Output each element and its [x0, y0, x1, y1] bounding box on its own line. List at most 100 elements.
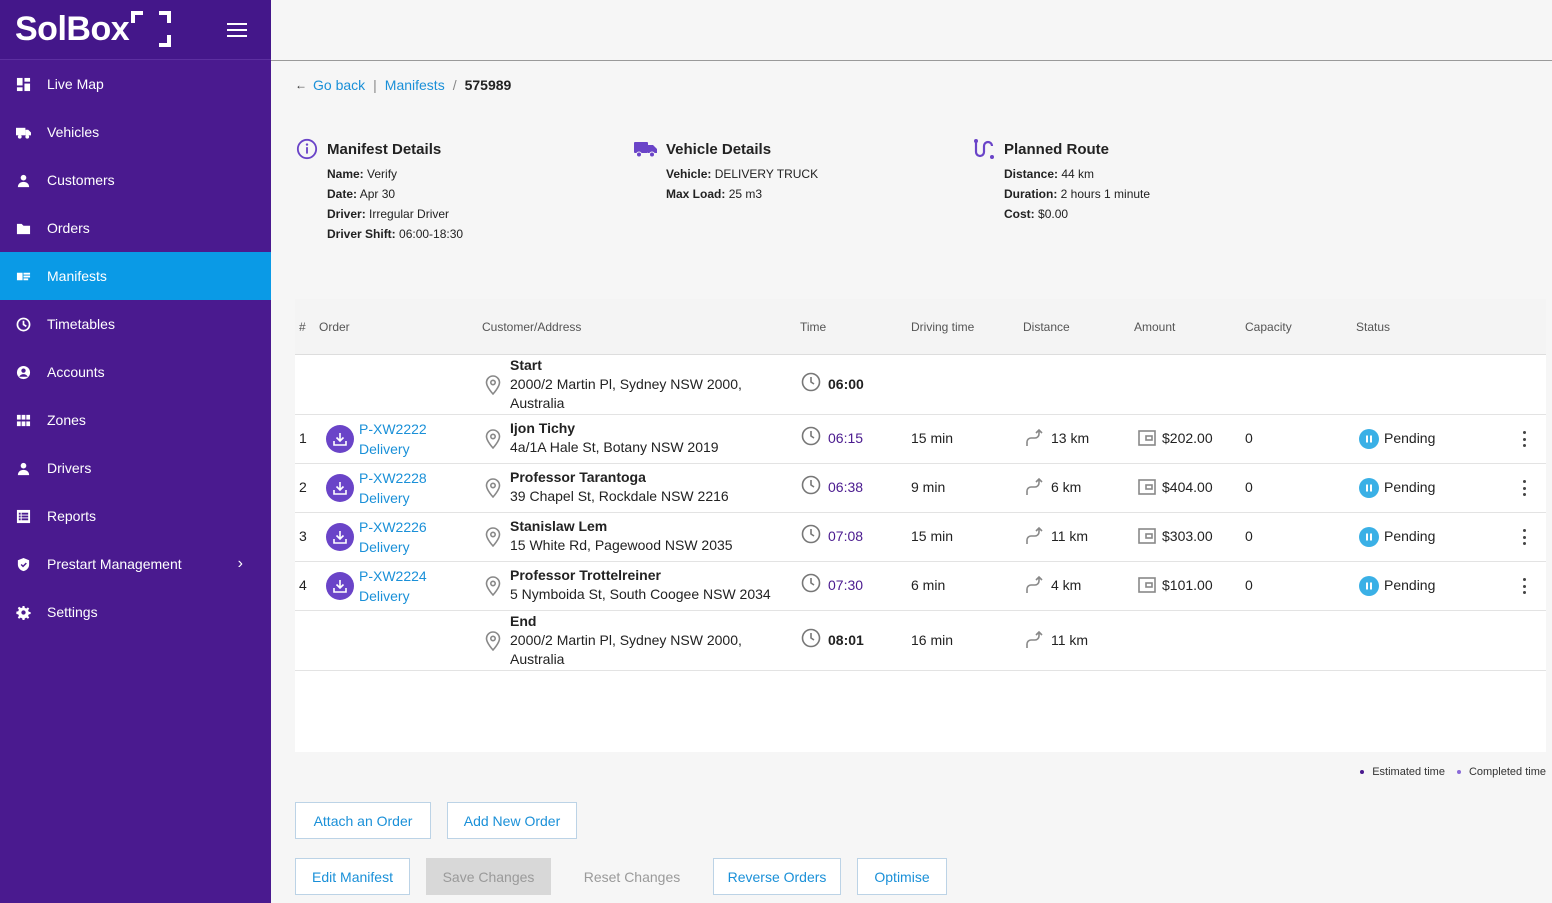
name-value: Verify [367, 167, 398, 181]
driving-time: 6 min [911, 577, 946, 593]
menu-toggle-icon[interactable] [227, 22, 247, 37]
row-menu-icon[interactable] [1518, 478, 1530, 498]
chevron-right-icon: › [237, 555, 243, 572]
breadcrumb-divider: | [373, 77, 377, 93]
manifest-table: # Order Customer/Address Time Driving ti… [295, 299, 1546, 752]
customer-address: Stanislaw Lem 15 White Rd, Pagewood NSW 2… [510, 517, 733, 555]
pause-status-icon [1359, 478, 1379, 498]
truck-icon [16, 125, 31, 140]
sidebar-item-orders[interactable]: Orders [0, 204, 271, 252]
sidebar-item-label: Accounts [47, 364, 105, 380]
reset-changes-button[interactable]: Reset Changes [567, 858, 697, 895]
start-time: 06:00 [828, 376, 864, 392]
row-menu-icon[interactable] [1518, 576, 1530, 596]
clock-icon [801, 628, 821, 651]
breadcrumb-manifests-link[interactable]: Manifests [384, 77, 445, 93]
sidebar-item-timetables[interactable]: Timetables [0, 300, 271, 348]
sidebar-item-manifests[interactable]: Manifests [0, 252, 271, 300]
delivery-download-icon [326, 425, 354, 453]
order-id[interactable]: P-XW2228 [359, 470, 427, 486]
attach-order-button[interactable]: Attach an Order [295, 802, 431, 839]
sidebar-item-live-map[interactable]: Live Map [0, 60, 271, 108]
clock-icon [801, 524, 821, 547]
header-amount: Amount [1134, 320, 1176, 334]
duration-value: 2 hours 1 minute [1060, 187, 1151, 201]
sidebar-item-label: Vehicles [47, 124, 100, 140]
start-address-line1: 2000/2 Martin Pl, Sydney NSW 2000, [510, 376, 742, 392]
order-type[interactable]: Delivery [359, 539, 410, 555]
pause-status-icon [1359, 429, 1379, 449]
sidebar-item-settings[interactable]: Settings [0, 588, 271, 636]
order-id[interactable]: P-XW2226 [359, 519, 427, 535]
optimise-button[interactable]: Optimise [857, 858, 947, 895]
sidebar-item-zones[interactable]: Zones [0, 396, 271, 444]
sidebar-item-drivers[interactable]: Drivers [0, 444, 271, 492]
wallet-icon [1137, 428, 1157, 451]
brand-header: SolBox [0, 0, 271, 60]
planned-route: Planned Route Distance: 44 km Duration: … [974, 137, 1151, 227]
end-time: 08:01 [828, 632, 864, 648]
pause-status-icon [1359, 576, 1379, 596]
row-menu-icon[interactable] [1518, 429, 1530, 449]
logo: SolBox [15, 10, 172, 49]
row-menu-icon[interactable] [1518, 527, 1530, 547]
main-content: ← Go back | Manifests / 575989 Manifest … [271, 61, 1552, 903]
header-time: Time [800, 320, 827, 334]
driving-time: 15 min [911, 528, 954, 544]
header-distance: Distance [1023, 320, 1070, 334]
table-row: 4 P-XW2224 Delivery Professor Trottelreiner… [295, 562, 1546, 611]
route-distance-icon [1024, 630, 1044, 653]
reverse-orders-button[interactable]: Reverse Orders [713, 858, 841, 895]
header-order: Order [319, 320, 350, 334]
max-load-value: 25 m3 [728, 187, 763, 201]
legend-completed: Completed time [1456, 766, 1546, 778]
sidebar-item-customers[interactable]: Customers [0, 156, 271, 204]
end-distance: 11 km [1051, 632, 1089, 648]
capacity: 0 [1245, 430, 1253, 446]
legend-estimated: Estimated time [1360, 766, 1445, 778]
start-address-line2: Australia [510, 395, 565, 411]
location-pin-icon [484, 576, 502, 599]
max-load-label: Max Load: [666, 187, 726, 201]
edit-manifest-button[interactable]: Edit Manifest [295, 858, 410, 895]
save-changes-button[interactable]: Save Changes [426, 858, 551, 895]
location-pin-icon [484, 527, 502, 550]
vehicle-details: Vehicle Details Vehicle: DELIVERY TRUCK … [634, 137, 818, 207]
table-row: 3 P-XW2226 Delivery Stanislaw Lem 15 White R… [295, 513, 1546, 562]
end-row: End 2000/2 Martin Pl, Sydney NSW 2000, A… [295, 611, 1546, 671]
sidebar-item-label: Manifests [47, 268, 107, 284]
account-circle-icon [16, 365, 31, 380]
driver-value: Irregular Driver [369, 207, 450, 221]
go-back-link[interactable]: Go back [313, 77, 366, 93]
sidebar-item-accounts[interactable]: Accounts [0, 348, 271, 396]
route-distance-icon [1024, 526, 1044, 549]
location-pin-icon [484, 375, 502, 398]
driving-time: 9 min [911, 479, 946, 495]
order-link[interactable]: P-XW2228 Delivery [359, 468, 427, 508]
status-badge: Pending [1384, 479, 1436, 495]
logo-bracket-icon [131, 11, 172, 49]
order-type[interactable]: Delivery [359, 441, 410, 457]
order-id[interactable]: P-XW2222 [359, 421, 427, 437]
route-icon [972, 137, 996, 161]
end-title: End [510, 613, 537, 629]
order-link[interactable]: P-XW2224 Delivery [359, 566, 427, 606]
route-distance-icon [1024, 428, 1044, 451]
distance: 4 km [1051, 577, 1082, 593]
order-type[interactable]: Delivery [359, 588, 410, 604]
order-type[interactable]: Delivery [359, 490, 410, 506]
back-arrow-icon[interactable]: ← [295, 78, 307, 92]
customer-name: Stanislaw Lem [510, 518, 608, 534]
sidebar-item-label: Reports [47, 508, 97, 524]
order-link[interactable]: P-XW2222 Delivery [359, 419, 427, 459]
add-new-order-button[interactable]: Add New Order [447, 802, 577, 839]
report-icon [16, 509, 31, 524]
order-id[interactable]: P-XW2224 [359, 568, 427, 584]
location-pin-icon [484, 478, 502, 501]
order-link[interactable]: P-XW2226 Delivery [359, 517, 427, 557]
sidebar-item-prestart-management[interactable]: Prestart Management › [0, 540, 271, 588]
start-address: Start 2000/2 Martin Pl, Sydney NSW 2000,… [510, 356, 742, 413]
sidebar-item-vehicles[interactable]: Vehicles [0, 108, 271, 156]
sidebar-item-reports[interactable]: Reports [0, 492, 271, 540]
end-address-line2: Australia [510, 651, 565, 667]
